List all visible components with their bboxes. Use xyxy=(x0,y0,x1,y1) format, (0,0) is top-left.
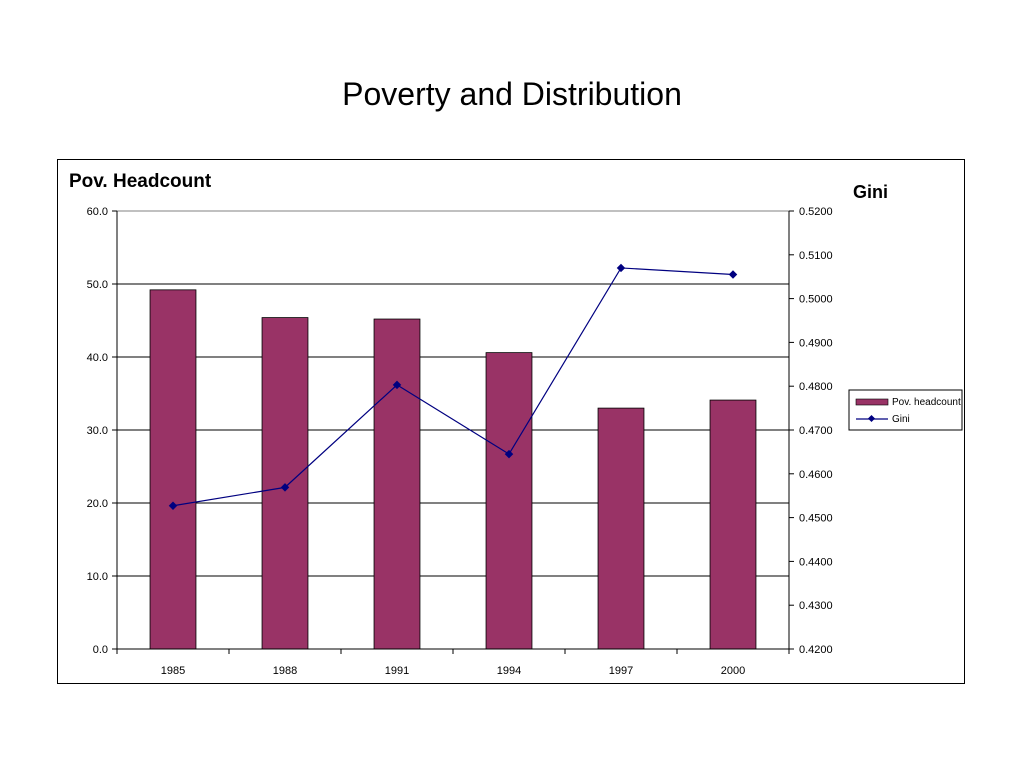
legend-gini-marker xyxy=(867,414,876,423)
gini-marker xyxy=(280,483,290,492)
right-tick-label: 0.4400 xyxy=(799,556,833,568)
right-tick-label: 0.5100 xyxy=(799,250,833,262)
legend: Pov. headcount Gini xyxy=(848,389,963,431)
left-tick-label: 60.0 xyxy=(87,206,108,218)
right-tick-label: 0.4200 xyxy=(799,644,833,656)
left-tick-label: 50.0 xyxy=(87,279,108,291)
left-axis-label: Pov. Headcount xyxy=(69,171,212,192)
bar-pov-headcount xyxy=(149,289,197,650)
chart-frame: Pov. Headcount Gini 0.0 10.0 20.0 30.0 40.0 5… xyxy=(57,159,965,684)
x-tick-label: 1991 xyxy=(385,665,409,677)
gridlines xyxy=(117,210,789,577)
right-tick-label: 0.4300 xyxy=(799,600,833,612)
left-tick-label: 40.0 xyxy=(87,352,108,364)
gini-marker xyxy=(168,501,178,511)
right-tick-label: 0.4800 xyxy=(799,381,833,393)
x-tick-label: 1997 xyxy=(609,665,633,677)
bar-pov-headcount xyxy=(485,352,533,650)
right-tick-label: 0.5200 xyxy=(799,206,833,218)
combo-chart: Pov. Headcount Gini 0.0 10.0 20.0 30.0 40.0 5… xyxy=(69,171,963,677)
right-tick-label: 0.4600 xyxy=(799,469,833,481)
right-axis-label: Gini xyxy=(853,182,888,202)
axes: 0.0 10.0 20.0 30.0 40.0 50.0 60.0 0.4200 0.4300 0… xyxy=(87,206,833,677)
bar-series xyxy=(149,289,757,650)
legend-label-gini: Gini xyxy=(892,414,910,425)
right-tick-label: 0.4500 xyxy=(799,513,833,525)
left-tick-label: 10.0 xyxy=(87,571,108,583)
bar-pov-headcount xyxy=(709,399,757,650)
right-tick-label: 0.5000 xyxy=(799,294,833,306)
gini-marker xyxy=(392,380,402,390)
x-tick-label: 1988 xyxy=(273,665,297,677)
bar-pov-headcount xyxy=(373,318,421,650)
x-tick-label: 2000 xyxy=(721,665,745,677)
legend-label-pov-headcount: Pov. headcount xyxy=(892,397,961,408)
left-tick-label: 20.0 xyxy=(87,498,108,510)
left-tick-label: 0.0 xyxy=(93,644,108,656)
left-tick-label: 30.0 xyxy=(87,425,108,437)
legend-box xyxy=(848,389,963,431)
line-series xyxy=(168,263,738,511)
legend-bar-swatch xyxy=(855,398,889,406)
bar-pov-headcount xyxy=(597,407,645,650)
slide-title: Poverty and Distribution xyxy=(342,76,682,112)
gini-line xyxy=(172,267,734,507)
right-tick-label: 0.4900 xyxy=(799,337,833,349)
gini-marker xyxy=(504,449,514,459)
gini-marker xyxy=(616,263,626,273)
x-tick-label: 1985 xyxy=(161,665,185,677)
x-tick-label: 1994 xyxy=(497,665,521,677)
right-tick-label: 0.4700 xyxy=(799,425,833,437)
gini-marker xyxy=(728,270,738,279)
